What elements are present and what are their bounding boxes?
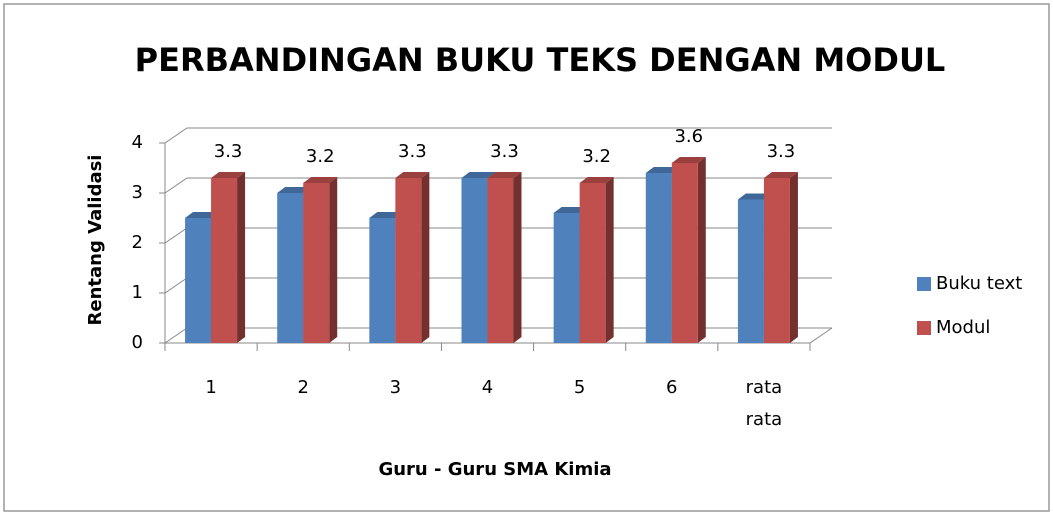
grid-line <box>164 177 832 194</box>
bar-side <box>605 177 614 343</box>
y-axis-title: Rentang Validasi <box>85 155 106 326</box>
data-label: 3.6 <box>674 126 703 147</box>
bar <box>461 178 488 343</box>
bar-top <box>211 172 246 178</box>
y-tick-label: 0 <box>132 332 143 353</box>
bar <box>579 183 606 343</box>
data-label: 3.2 <box>306 146 335 167</box>
bar-top <box>185 212 220 218</box>
bar-top <box>671 157 706 163</box>
bar-top <box>487 172 522 178</box>
bar-top <box>303 177 338 183</box>
bar-side <box>513 172 522 343</box>
x-tick-label: 2 <box>297 377 309 398</box>
legend-label: Modul <box>936 317 990 338</box>
data-label: 3.3 <box>214 141 243 162</box>
y-tick-label: 1 <box>132 282 143 303</box>
data-label: 3.2 <box>582 146 611 167</box>
legend-swatch <box>917 321 931 335</box>
bar <box>671 163 698 343</box>
bar-side <box>237 172 246 343</box>
bar <box>487 178 514 343</box>
x-tick-label: 5 <box>573 377 586 398</box>
bar <box>185 218 212 343</box>
x-tick-label: 4 <box>481 377 494 398</box>
bar <box>553 213 580 343</box>
bar-top <box>277 187 312 193</box>
bar <box>211 178 238 343</box>
bar-top <box>395 172 430 178</box>
data-label: 3.3 <box>398 141 427 162</box>
x-tick-label: 6 <box>666 377 678 398</box>
chart-title: PERBANDINGAN BUKU TEKS DENGAN MODUL <box>135 41 946 79</box>
bar-top <box>461 172 496 178</box>
bar-top <box>763 172 798 178</box>
x-tick-label: 3 <box>389 377 402 398</box>
chart-frame <box>3 3 1050 512</box>
y-tick-label: 4 <box>132 132 143 153</box>
x-tick-label: rata rata <box>745 377 783 430</box>
bar-top <box>553 207 588 213</box>
bar-side <box>329 177 338 343</box>
x-axis-title: Guru - Guru SMA Kimia <box>378 459 611 480</box>
bar <box>277 193 304 343</box>
legend-swatch <box>917 277 931 291</box>
x-tick-label: 1 <box>205 377 217 398</box>
bar <box>369 218 396 343</box>
bar <box>737 199 764 343</box>
bar <box>763 178 790 343</box>
legend-label: Buku text <box>936 273 1022 294</box>
bar-side <box>421 172 430 343</box>
bar <box>395 178 422 343</box>
data-label: 3.3 <box>767 141 796 162</box>
data-label: 3.3 <box>490 141 519 162</box>
bar-top <box>579 177 614 183</box>
bar-side <box>697 157 706 343</box>
bar <box>303 183 330 343</box>
bar-top <box>737 193 772 200</box>
bar-side <box>789 172 798 343</box>
bar-top <box>369 212 404 218</box>
grid-line <box>164 127 832 144</box>
y-tick-label: 2 <box>132 232 143 253</box>
bar-top <box>645 167 680 173</box>
bar <box>645 173 672 343</box>
y-tick-label: 3 <box>132 182 143 203</box>
